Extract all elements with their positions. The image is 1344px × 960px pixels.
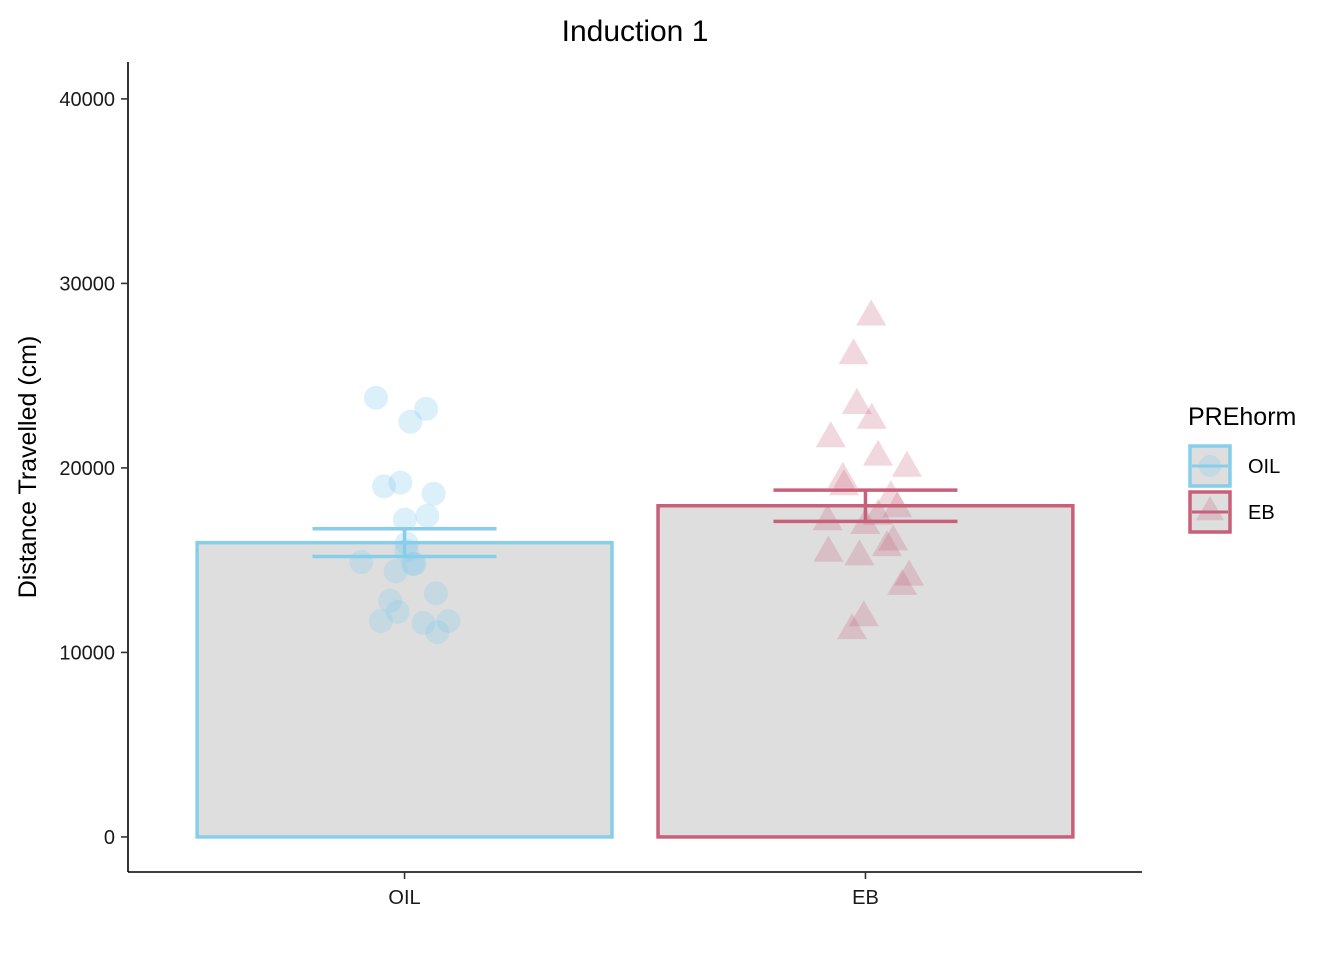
- data-point-eb: [815, 421, 846, 448]
- data-point-eb: [841, 388, 872, 415]
- data-point-eb: [848, 600, 879, 627]
- bar-oil: [195, 540, 614, 839]
- data-point-oil: [414, 396, 439, 421]
- data-point-oil: [368, 609, 393, 634]
- data-point-oil: [383, 559, 408, 584]
- data-point-oil: [385, 599, 410, 624]
- data-point-eb: [871, 530, 902, 557]
- x-axis-ticks: OIL EB: [388, 872, 879, 909]
- data-point-oil: [415, 503, 440, 528]
- data-point-eb: [863, 498, 894, 525]
- legend-label-oil: OIL: [1248, 456, 1280, 478]
- data-point-oil: [394, 531, 419, 556]
- data-point-oil: [364, 385, 389, 410]
- data-point-oil: [398, 409, 423, 434]
- data-point-eb: [891, 450, 922, 477]
- x-tick-label: OIL: [388, 887, 420, 909]
- legend-title: PREhorm: [1188, 403, 1296, 431]
- chart-title: Induction 1: [562, 15, 709, 48]
- plot-area: [195, 299, 1075, 839]
- y-axis-title: Distance Travelled (cm): [14, 336, 42, 599]
- y-axis-ticks: 0 10000 20000 30000 40000: [59, 89, 128, 849]
- data-point-eb: [887, 568, 918, 595]
- data-point-eb: [894, 559, 925, 586]
- data-point-eb: [875, 480, 906, 507]
- data-point-oil: [372, 474, 397, 499]
- legend-key-point-eb: [1196, 495, 1224, 521]
- data-point-oil: [349, 550, 374, 575]
- y-tick-label: 40000: [59, 89, 115, 111]
- y-tick-label: 0: [104, 827, 115, 849]
- data-point-eb: [827, 461, 858, 488]
- data-point-oil: [378, 588, 403, 613]
- data-point-oil: [423, 581, 448, 606]
- data-point-oil: [392, 507, 417, 532]
- data-point-oil: [388, 470, 413, 495]
- data-point-eb: [812, 504, 843, 531]
- data-point-eb: [837, 613, 868, 640]
- legend: PREhorm OIL EB: [1188, 403, 1296, 534]
- data-point-oil: [421, 481, 446, 506]
- data-point-oil: [425, 620, 450, 645]
- x-tick-label: EB: [852, 887, 879, 909]
- legend-label-eb: EB: [1248, 502, 1275, 524]
- y-tick-label: 10000: [59, 642, 115, 664]
- data-point-eb: [878, 524, 909, 551]
- data-point-eb: [844, 539, 875, 566]
- data-point-eb: [863, 439, 894, 466]
- data-point-oil: [436, 609, 461, 634]
- data-point-eb: [838, 338, 869, 365]
- bar-eb: [656, 503, 1075, 839]
- data-point-eb: [882, 491, 913, 518]
- y-tick-label: 30000: [59, 273, 115, 295]
- data-point-eb: [856, 402, 887, 429]
- y-tick-label: 20000: [59, 458, 115, 480]
- data-point-eb: [813, 535, 844, 562]
- data-point-eb: [856, 299, 887, 326]
- data-point-oil: [411, 610, 436, 635]
